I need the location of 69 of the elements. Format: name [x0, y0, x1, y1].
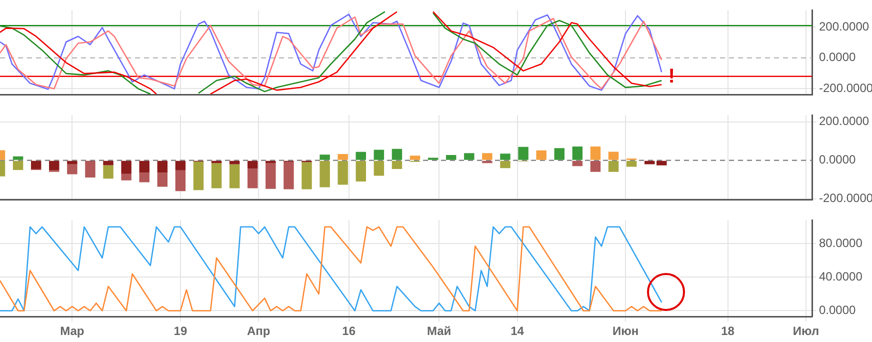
- bar: [446, 155, 456, 160]
- x-tick-label: Мар: [60, 324, 84, 338]
- bar: [356, 152, 366, 160]
- bar: [139, 160, 150, 173]
- bar: [464, 153, 474, 160]
- bar: [482, 160, 492, 164]
- bar: [320, 154, 330, 160]
- y-tick-label: 80.0000: [819, 236, 863, 250]
- bar: [193, 162, 204, 190]
- bar: [374, 160, 384, 176]
- bar: [121, 174, 132, 180]
- bar: [590, 146, 601, 160]
- bar: [482, 153, 492, 160]
- bar: [248, 168, 258, 188]
- bar: [392, 160, 402, 170]
- bar: [410, 156, 420, 160]
- x-tick-label: 16: [342, 324, 356, 338]
- bar: [374, 150, 384, 160]
- bar: [67, 160, 78, 164]
- bar: [572, 160, 583, 166]
- bar: [266, 163, 276, 189]
- bar: [338, 160, 348, 185]
- x-tick-label: 18: [721, 324, 735, 338]
- bar: [338, 154, 348, 160]
- bar: [229, 164, 240, 188]
- bar: [67, 164, 78, 174]
- y-tick-label: 0.0000: [819, 50, 856, 64]
- bar: [248, 160, 258, 169]
- bar: [85, 161, 96, 178]
- bar: [608, 152, 619, 160]
- bar: [211, 163, 222, 188]
- bar: [266, 160, 276, 164]
- bar: [626, 160, 637, 167]
- bar: [500, 160, 510, 168]
- y-tick-label: 40.0000: [819, 270, 863, 284]
- y-tick-label: 0.0000: [819, 152, 856, 167]
- bar: [572, 146, 583, 160]
- bar: [302, 162, 312, 190]
- y-tick-label: 0.0000: [819, 303, 856, 318]
- bar: [392, 148, 402, 160]
- bar: [139, 172, 150, 182]
- x-tick-label: Июн: [612, 324, 639, 338]
- x-tick-label: Апр: [247, 324, 270, 338]
- bar: [518, 146, 528, 160]
- y-tick-label: 200.0000: [819, 114, 870, 128]
- x-tick-label: Июл: [792, 324, 820, 338]
- bar: [103, 160, 114, 166]
- bar: [157, 160, 168, 173]
- bar: [175, 160, 186, 170]
- bar: [320, 160, 330, 188]
- bar: [157, 172, 168, 187]
- bar: [175, 170, 186, 192]
- bar: [12, 160, 24, 170]
- bar: [121, 160, 132, 174]
- bar: [590, 160, 601, 172]
- bar: [103, 165, 114, 179]
- bar: [49, 160, 60, 170]
- x-tick-label: 19: [174, 324, 188, 338]
- x-tick-label: 14: [510, 324, 524, 338]
- bar: [356, 160, 366, 182]
- x-tick-label: Май: [426, 324, 452, 338]
- bar: [500, 154, 510, 160]
- y-tick-label: 200.0000: [819, 19, 870, 34]
- bar: [284, 162, 294, 190]
- bar: [554, 148, 564, 160]
- bar: [536, 150, 546, 160]
- bar: [30, 160, 42, 170]
- bar: [608, 160, 619, 172]
- bar: [12, 156, 24, 160]
